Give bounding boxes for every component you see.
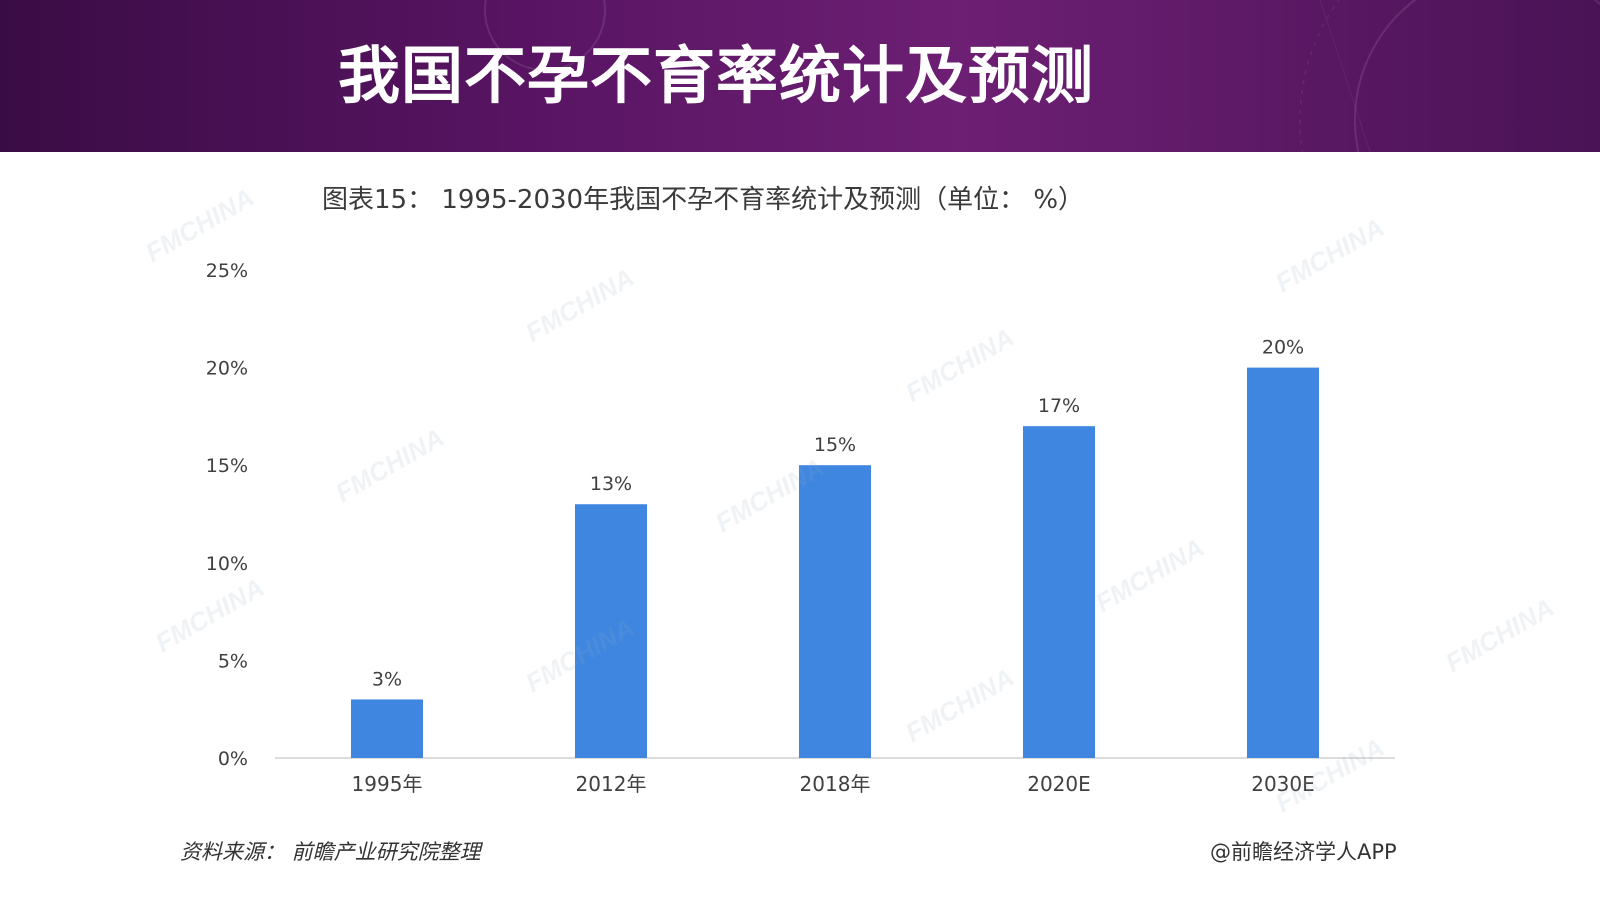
chart-title: 图表15： 1995-2030年我国不孕不育率统计及预测（单位： %）: [322, 185, 1085, 215]
y-tick-label: 5%: [218, 650, 248, 672]
bar: [799, 465, 871, 758]
bar: [1023, 426, 1095, 758]
bar: [575, 504, 647, 758]
banner-decoration: [484, 0, 1600, 152]
x-tick-label: 2020E: [1027, 772, 1091, 796]
y-tick-label: 15%: [206, 455, 248, 477]
y-tick-label: 10%: [206, 553, 248, 575]
data-label: 3%: [372, 668, 402, 690]
data-label: 17%: [1038, 395, 1080, 417]
x-tick-label: 2018年: [800, 772, 871, 796]
title-banner: 我国不孕不育率统计及预测: [0, 0, 1600, 152]
slide-title: 我国不孕不育率统计及预测: [338, 39, 1095, 112]
data-label: 13%: [590, 473, 632, 495]
bar: [351, 699, 423, 758]
x-tick-label: 2030E: [1251, 772, 1315, 796]
y-tick-label: 0%: [218, 748, 248, 770]
bar: [1247, 367, 1319, 758]
credit-note: @前瞻经济学人APP: [1210, 840, 1397, 864]
y-tick-label: 20%: [206, 358, 248, 380]
data-label: 20%: [1262, 337, 1304, 359]
source-note: 资料来源： 前瞻产业研究院整理: [180, 840, 481, 864]
x-tick-label: 2012年: [576, 772, 647, 796]
data-label: 15%: [814, 434, 856, 456]
x-tick-label: 1995年: [352, 772, 423, 796]
y-tick-label: 25%: [206, 260, 248, 282]
